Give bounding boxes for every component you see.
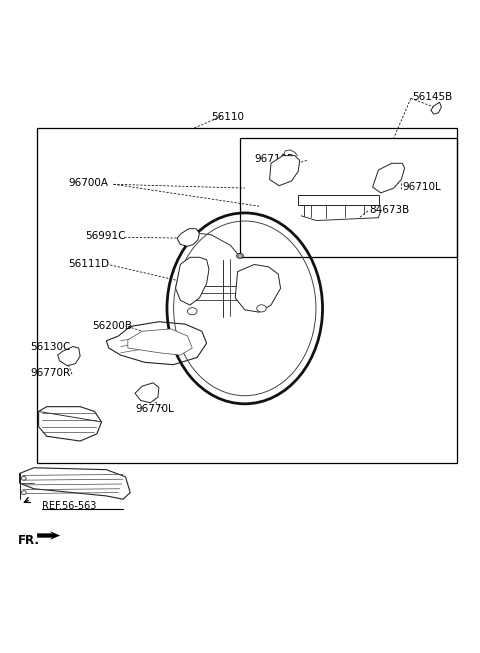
Polygon shape	[37, 532, 60, 539]
Text: 96710L: 96710L	[402, 182, 441, 192]
Text: REF.56-563: REF.56-563	[42, 501, 96, 511]
Bar	[240, 138, 457, 257]
Text: 96700A: 96700A	[68, 178, 108, 188]
Ellipse shape	[22, 476, 26, 480]
Text: 56111D: 56111D	[68, 259, 109, 268]
Polygon shape	[270, 155, 300, 185]
Text: 84673B: 84673B	[369, 204, 409, 215]
Polygon shape	[58, 347, 80, 366]
Bar	[37, 129, 457, 462]
Text: 56130C: 56130C	[30, 342, 71, 352]
Text: 96770L: 96770L	[135, 404, 174, 413]
Polygon shape	[431, 103, 442, 114]
Polygon shape	[20, 468, 130, 500]
Polygon shape	[372, 163, 405, 193]
Polygon shape	[176, 257, 209, 305]
Text: 56145B: 56145B	[412, 93, 452, 103]
Polygon shape	[177, 229, 199, 246]
Text: FR.: FR.	[18, 534, 40, 547]
Polygon shape	[135, 383, 159, 403]
Ellipse shape	[188, 308, 197, 315]
Text: 96710R: 96710R	[254, 153, 294, 163]
Text: 56110: 56110	[211, 112, 244, 121]
Ellipse shape	[22, 490, 26, 494]
Polygon shape	[235, 264, 281, 312]
Text: 56200B: 56200B	[92, 321, 132, 330]
Polygon shape	[298, 195, 379, 205]
Polygon shape	[128, 329, 192, 355]
Ellipse shape	[257, 305, 266, 312]
Ellipse shape	[237, 253, 243, 258]
Polygon shape	[38, 407, 102, 441]
Text: 96770R: 96770R	[30, 368, 70, 378]
Polygon shape	[107, 322, 206, 364]
Text: 56991C: 56991C	[85, 231, 125, 241]
